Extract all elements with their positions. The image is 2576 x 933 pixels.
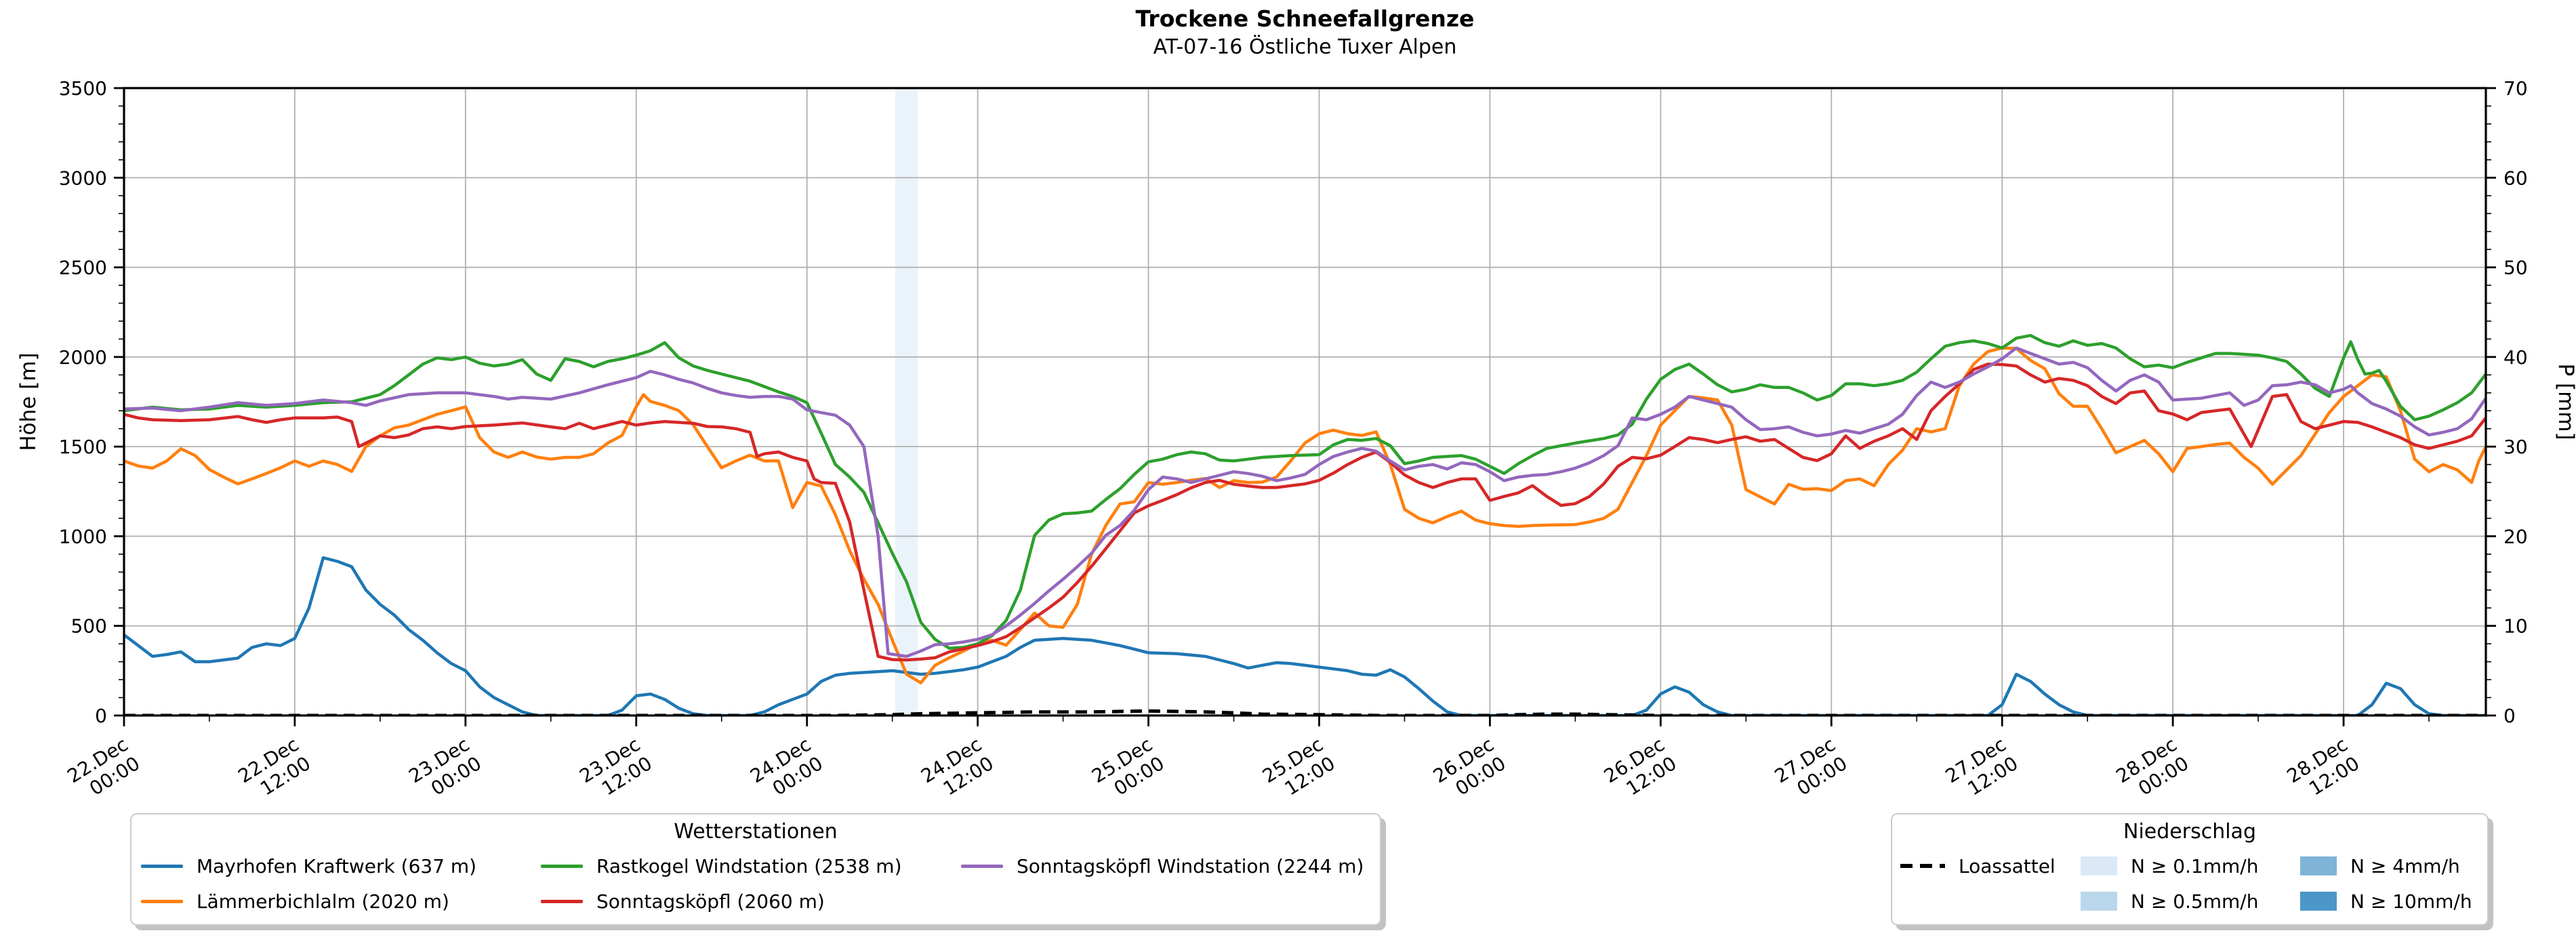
precip-bands xyxy=(895,88,918,716)
legend-item-sonntagskpfl-label: Sonntagsköpfl Windstation (2244 m) xyxy=(1017,854,1364,877)
x-tick-label: 26.Dec00:00 xyxy=(1429,733,1510,806)
x-tick-label-text: 22.Dec00:00 xyxy=(64,733,144,806)
x-tick-label-text: 25.Dec12:00 xyxy=(1259,733,1339,806)
legend-item-rastkogel-label: Rastkogel Windstation (2538 m) xyxy=(596,854,902,877)
legend-item-mayrhofen-line-sample xyxy=(141,864,183,868)
legend-item-precip-3-patch xyxy=(2300,892,2337,911)
y-right-tick-label: 10 xyxy=(2503,615,2528,638)
legend-item-loassattel: Loassattel xyxy=(1900,852,2056,879)
y-right-tick-label: 40 xyxy=(2503,346,2528,369)
y-left-axis-label: Höhe [m] xyxy=(16,352,41,451)
x-tick-label-text: 23.Dec00:00 xyxy=(405,733,485,806)
x-tick-label-text: 24.Dec12:00 xyxy=(917,733,998,806)
x-tick-label: 23.Dec12:00 xyxy=(575,733,656,806)
legend-item-sonntagskpfl-line-sample xyxy=(541,899,583,903)
y-left-tick-label: 2000 xyxy=(59,346,107,369)
legend-item-loassattel-label: Loassattel xyxy=(1959,854,2056,877)
series-line-sonntagsk-pfl-2060-m- xyxy=(124,362,2486,662)
y-right-tick-label: 70 xyxy=(2503,77,2528,100)
legend-item-precip-3: N ≥ 10mm/h xyxy=(2300,888,2472,915)
legend-item-sonntagskpfl: Sonntagsköpfl (2060 m) xyxy=(541,888,825,915)
x-tick-label-text: 28.Dec00:00 xyxy=(2112,733,2193,806)
series-lines xyxy=(124,333,2486,716)
x-tick-label-text: 24.Dec00:00 xyxy=(746,733,827,806)
series-line-rastkogel-windstation-2538-m- xyxy=(124,333,2486,650)
x-tick-label: 26.Dec12:00 xyxy=(1600,733,1681,806)
x-tick-label-text: 25.Dec00:00 xyxy=(1088,733,1168,806)
legend-item-precip-2-label: N ≥ 4mm/h xyxy=(2350,854,2460,877)
legend-niederschlag: Niederschlag Loassattel N ≥ 0.1mm/h N ≥ 0.… xyxy=(1891,813,2489,926)
x-tick-label: 27.Dec00:00 xyxy=(1771,733,1852,806)
y-left-tick-label: 500 xyxy=(71,615,107,638)
y-right-tick-label: 30 xyxy=(2503,436,2528,458)
legend-item-precip-3-label: N ≥ 10mm/h xyxy=(2350,890,2472,913)
x-tick-label-text: 22.Dec12:00 xyxy=(234,733,314,806)
x-tick-label: 24.Dec00:00 xyxy=(746,733,827,806)
x-tick-label-text: 27.Dec00:00 xyxy=(1771,733,1852,806)
y-right-tick-label: 0 xyxy=(2503,705,2516,727)
legend-item-precip-0-label: N ≥ 0.1mm/h xyxy=(2131,854,2259,877)
legend-item-precip-2: N ≥ 4mm/h xyxy=(2300,852,2460,879)
ticks xyxy=(114,87,2496,726)
chart-subtitle: AT-07-16 Östliche Tuxer Alpen xyxy=(1153,35,1457,59)
x-tick-label: 22.Dec12:00 xyxy=(234,733,314,806)
legend-item-precip-1: N ≥ 0.5mm/h xyxy=(2081,888,2258,915)
x-tick-label: 25.Dec00:00 xyxy=(1088,733,1168,806)
series-line-l-mmerbichlalm-2020-m- xyxy=(124,346,2486,685)
legend-item-lmmerbichlalm-line-sample xyxy=(141,899,183,903)
x-tick-label: 25.Dec12:00 xyxy=(1259,733,1339,806)
y-left-tick-label: 1500 xyxy=(59,436,107,458)
y-left-tick-label: 2500 xyxy=(59,257,107,279)
legend-wetterstationen-title: Wetterstationen xyxy=(674,820,838,844)
y-left-tick-label: 3000 xyxy=(59,167,107,189)
x-tick-label: 22.Dec00:00 xyxy=(64,733,144,806)
plot-border xyxy=(123,87,2487,717)
y-left-tick-label: 1000 xyxy=(59,525,107,547)
legend-item-precip-1-patch xyxy=(2081,892,2117,911)
tick-labels: 0 500 1000 1500 2000 2500 3000 3500 0 10 20 30 40 50 6… xyxy=(59,77,2528,806)
legend-item-lmmerbichlalm: Lämmerbichlalm (2020 m) xyxy=(141,888,449,915)
legend-item-lmmerbichlalm-label: Lämmerbichlalm (2020 m) xyxy=(197,890,449,913)
x-tick-label-text: 23.Dec12:00 xyxy=(575,733,656,806)
y-left-tick-label: 0 xyxy=(95,705,107,727)
y-right-tick-label: 60 xyxy=(2503,167,2528,189)
precip-band xyxy=(895,88,918,716)
legend-item-precip-2-patch xyxy=(2300,856,2337,875)
legend-item-sonntagskpfl-label: Sonntagsköpfl (2060 m) xyxy=(596,890,825,913)
x-tick-label: 24.Dec12:00 xyxy=(917,733,998,806)
x-tick-label: 28.Dec00:00 xyxy=(2112,733,2193,806)
legend-item-rastkogel-line-sample xyxy=(541,864,583,868)
y-right-tick-label: 50 xyxy=(2503,257,2528,279)
y-right-tick-label: 20 xyxy=(2503,525,2528,547)
x-tick-label-text: 28.Dec12:00 xyxy=(2283,733,2364,806)
legend-item-precip-1-label: N ≥ 0.5mm/h xyxy=(2131,890,2259,913)
legend-wetterstationen: Wetterstationen Mayrhofen Kraftwerk (637… xyxy=(130,813,1381,926)
y-right-axis-label: P [mm] xyxy=(2554,363,2576,440)
legend-item-mayrhofen-label: Mayrhofen Kraftwerk (637 m) xyxy=(197,854,477,877)
series-line-mayrhofen-kraftwerk-637-m- xyxy=(124,556,2486,716)
x-tick-label: 27.Dec12:00 xyxy=(1942,733,2022,806)
legend-item-sonntagskpfl: Sonntagsköpfl Windstation (2244 m) xyxy=(961,852,1364,879)
legend-item-mayrhofen: Mayrhofen Kraftwerk (637 m) xyxy=(141,852,476,879)
y-left-tick-label: 3500 xyxy=(59,77,107,100)
legend-item-precip-0-patch xyxy=(2081,856,2117,875)
grid xyxy=(124,88,2486,716)
legend-niederschlag-title: Niederschlag xyxy=(2123,820,2256,844)
x-tick-label-text: 27.Dec12:00 xyxy=(1942,733,2022,806)
x-tick-label-text: 26.Dec00:00 xyxy=(1429,733,1510,806)
x-tick-label: 23.Dec00:00 xyxy=(405,733,485,806)
legend-item-loassattel-line-sample xyxy=(1900,864,1945,868)
x-tick-label: 28.Dec12:00 xyxy=(2283,733,2364,806)
legend-item-sonntagskpfl-line-sample xyxy=(961,864,1003,868)
series-line-loassattel xyxy=(124,709,2486,716)
chart-title: Trockene Schneefallgrenze xyxy=(1135,5,1475,32)
legend-item-precip-0: N ≥ 0.1mm/h xyxy=(2081,852,2258,879)
legend-item-rastkogel: Rastkogel Windstation (2538 m) xyxy=(541,852,902,879)
x-tick-label-text: 26.Dec12:00 xyxy=(1600,733,1681,806)
series-line-sonntagsk-pfl-windstation-2244-m- xyxy=(124,346,2486,658)
